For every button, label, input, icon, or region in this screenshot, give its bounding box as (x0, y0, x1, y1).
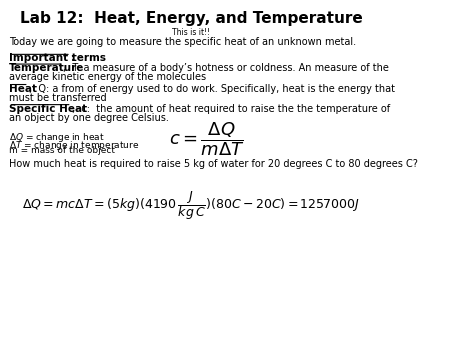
Text: must be transferred: must be transferred (9, 93, 107, 102)
Text: $\Delta Q$ = change in heat: $\Delta Q$ = change in heat (9, 131, 105, 144)
Text: ,  T: a measure of a body’s hotness or coldness. An measure of the: , T: a measure of a body’s hotness or co… (63, 63, 389, 73)
Text: $\Delta T$ = change in temperature: $\Delta T$ = change in temperature (9, 139, 140, 152)
Text: How much heat is required to raise 5 kg of water for 20 degrees C to 80 degrees : How much heat is required to raise 5 kg … (9, 159, 418, 169)
Text: Temperature: Temperature (9, 63, 84, 73)
Text: :: : (71, 53, 75, 63)
Text: Important terms: Important terms (9, 53, 106, 63)
Text: $\Delta Q = mc\Delta T = (5kg)(4190\,\dfrac{J}{kg\,C})(80C - 20C) = 1257000J$: $\Delta Q = mc\Delta T = (5kg)(4190\,\df… (22, 189, 360, 222)
Text: m = mass of the object: m = mass of the object (9, 146, 115, 155)
Text: This is it!!: This is it!! (172, 27, 211, 37)
Text: ,  c:  the amount of heat required to raise the the temperature of: , c: the amount of heat required to rais… (72, 104, 390, 114)
Text: Heat: Heat (9, 83, 37, 94)
Text: $c = \dfrac{\Delta Q}{m\Delta T}$: $c = \dfrac{\Delta Q}{m\Delta T}$ (169, 120, 245, 158)
Text: Today we are going to measure the specific heat of an unknown metal.: Today we are going to measure the specif… (9, 37, 356, 47)
Text: ,  Q: a from of energy used to do work. Specifically, heat is the energy that: , Q: a from of energy used to do work. S… (29, 83, 395, 94)
Text: average kinetic energy of the molecules: average kinetic energy of the molecules (9, 72, 206, 82)
Text: Lab 12:  Heat, Energy, and Temperature: Lab 12: Heat, Energy, and Temperature (20, 11, 363, 26)
Text: Specific Heat: Specific Heat (9, 104, 87, 114)
Text: an object by one degree Celsius.: an object by one degree Celsius. (9, 113, 169, 123)
